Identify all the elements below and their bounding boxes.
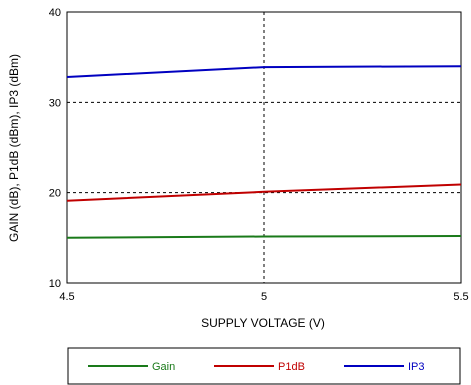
legend-label-p1db: P1dB	[278, 361, 305, 373]
x-axis-title: SUPPLY VOLTAGE (V)	[201, 316, 325, 330]
grid	[67, 12, 461, 283]
y-axis-ticks: 10 20 30 40	[49, 7, 61, 290]
legend: Gain P1dB IP3	[88, 361, 425, 373]
legend-label-gain: Gain	[152, 361, 175, 373]
y-tick-label: 30	[49, 97, 61, 109]
x-axis-ticks: 4.5 5 5.5	[59, 291, 468, 303]
legend-label-ip3: IP3	[408, 361, 425, 373]
series-line-gain	[66, 235, 462, 239]
x-tick-label: 5	[261, 291, 267, 303]
y-tick-label: 20	[49, 188, 61, 200]
series-line-ip3	[66, 65, 462, 78]
x-tick-label: 5.5	[453, 291, 468, 303]
series-line-p1db	[66, 183, 462, 202]
y-tick-label: 40	[49, 7, 61, 19]
y-tick-label: 10	[49, 278, 61, 290]
x-tick-label: 4.5	[59, 291, 74, 303]
series-layer	[66, 65, 462, 239]
plot-frame	[66, 11, 462, 284]
y-axis-title: GAIN (dB), P1dB (dBm), IP3 (dBm)	[7, 54, 21, 242]
